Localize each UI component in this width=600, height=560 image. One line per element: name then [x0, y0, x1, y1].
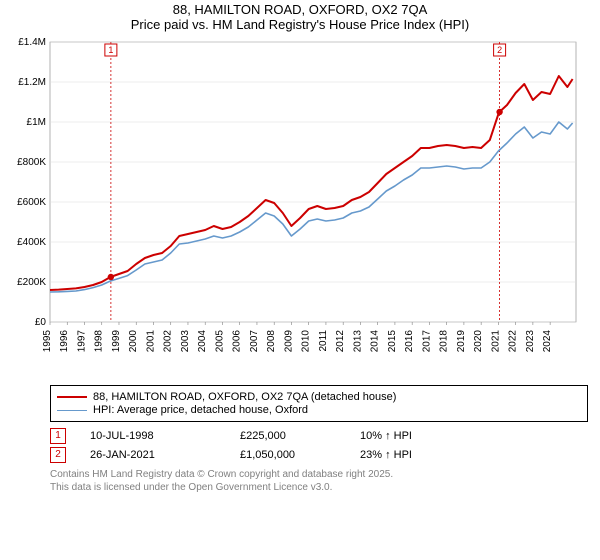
transaction-date: 10-JUL-1998 — [90, 430, 240, 442]
title-line-2: Price paid vs. HM Land Registry's House … — [0, 17, 600, 32]
transaction-price: £1,050,000 — [240, 449, 360, 461]
svg-text:1: 1 — [108, 45, 113, 55]
svg-text:2012: 2012 — [335, 330, 346, 353]
transaction-row: 2 26-JAN-2021£1,050,00023% ↑ HPI — [50, 447, 588, 463]
svg-text:2000: 2000 — [128, 330, 139, 353]
transaction-date: 26-JAN-2021 — [90, 449, 240, 461]
attribution-line-1: Contains HM Land Registry data © Crown c… — [50, 469, 588, 482]
svg-text:2008: 2008 — [266, 330, 277, 353]
svg-text:2001: 2001 — [145, 330, 156, 353]
svg-text:£1.2M: £1.2M — [18, 77, 46, 88]
svg-text:£1.4M: £1.4M — [18, 38, 46, 48]
svg-text:1999: 1999 — [111, 330, 122, 353]
svg-text:2023: 2023 — [525, 330, 536, 353]
svg-text:1997: 1997 — [76, 330, 87, 353]
chart-container: £0 £200K £400K £600K £800K £1M £1.2M £1.4M 1995 1… — [4, 38, 588, 381]
legend-swatch — [57, 410, 87, 411]
svg-text:2007: 2007 — [249, 330, 260, 353]
svg-text:£0: £0 — [35, 317, 47, 328]
svg-text:2024: 2024 — [542, 330, 553, 353]
svg-text:2005: 2005 — [214, 330, 225, 353]
svg-text:2002: 2002 — [163, 330, 174, 353]
transaction-diff: 23% ↑ HPI — [360, 449, 480, 461]
legend-item: 88, HAMILTON ROAD, OXFORD, OX2 7QA (deta… — [57, 391, 581, 403]
svg-text:2016: 2016 — [404, 330, 415, 353]
legend-swatch — [57, 396, 87, 398]
transaction-diff: 10% ↑ HPI — [360, 430, 480, 442]
svg-text:£400K: £400K — [17, 237, 46, 248]
svg-text:2014: 2014 — [370, 330, 381, 353]
chart-svg: £0 £200K £400K £600K £800K £1M £1.2M £1.4M 1995 1… — [4, 38, 588, 376]
transaction-row: 1 10-JUL-1998£225,00010% ↑ HPI — [50, 428, 588, 444]
svg-text:£1M: £1M — [27, 117, 46, 128]
svg-text:2017: 2017 — [421, 330, 432, 353]
transactions-table: 1 10-JUL-1998£225,00010% ↑ HPI 2 26-JAN-202… — [50, 428, 588, 463]
svg-text:2011: 2011 — [318, 330, 329, 352]
legend-box: 88, HAMILTON ROAD, OXFORD, OX2 7QA (deta… — [50, 385, 588, 422]
svg-text:2018: 2018 — [439, 330, 450, 353]
title-line-1: 88, HAMILTON ROAD, OXFORD, OX2 7QA — [0, 2, 600, 17]
svg-text:2021: 2021 — [490, 330, 501, 353]
svg-text:2009: 2009 — [283, 330, 294, 353]
svg-text:2013: 2013 — [352, 330, 363, 353]
svg-text:£200K: £200K — [17, 277, 46, 288]
svg-text:1998: 1998 — [94, 330, 105, 353]
attribution-line-2: This data is licensed under the Open Gov… — [50, 482, 588, 495]
svg-text:2006: 2006 — [232, 330, 243, 353]
legend-label: 88, HAMILTON ROAD, OXFORD, OX2 7QA (deta… — [93, 391, 396, 403]
transaction-price: £225,000 — [240, 430, 360, 442]
svg-text:£600K: £600K — [17, 197, 46, 208]
transaction-marker: 2 — [50, 447, 66, 463]
svg-text:2015: 2015 — [387, 330, 398, 353]
svg-text:1995: 1995 — [42, 330, 53, 353]
transaction-marker: 1 — [50, 428, 66, 444]
svg-text:£800K: £800K — [17, 157, 46, 168]
svg-text:2020: 2020 — [473, 330, 484, 353]
svg-text:2019: 2019 — [456, 330, 467, 353]
legend-label: HPI: Average price, detached house, Oxfo… — [93, 404, 308, 416]
svg-text:2010: 2010 — [301, 330, 312, 353]
svg-text:1996: 1996 — [59, 330, 70, 353]
attribution: Contains HM Land Registry data © Crown c… — [50, 469, 588, 494]
title-block: 88, HAMILTON ROAD, OXFORD, OX2 7QA Price… — [0, 0, 600, 32]
svg-text:2: 2 — [497, 45, 502, 55]
svg-text:2004: 2004 — [197, 330, 208, 353]
legend-item: HPI: Average price, detached house, Oxfo… — [57, 404, 581, 416]
svg-text:2003: 2003 — [180, 330, 191, 353]
svg-text:2022: 2022 — [508, 330, 519, 353]
